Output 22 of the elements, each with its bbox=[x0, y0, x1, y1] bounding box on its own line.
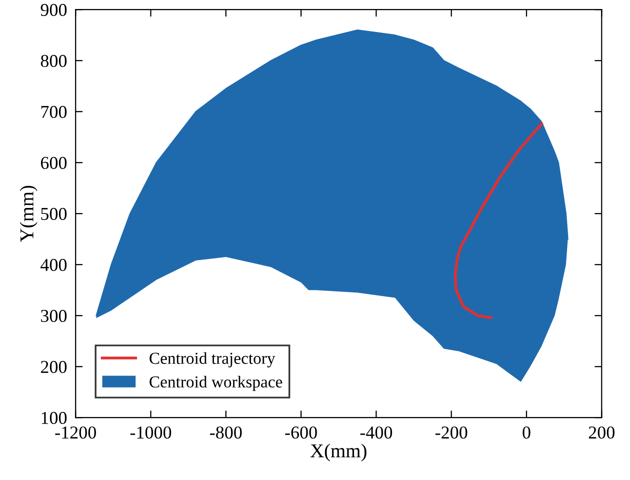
legend-label: Centroid workspace bbox=[150, 376, 282, 391]
y-tick-label: 100 bbox=[42, 412, 67, 424]
y-tick-label: 600 bbox=[40, 156, 67, 170]
y-tick-label: 200 bbox=[40, 360, 67, 374]
y-tick-label: 500 bbox=[41, 208, 67, 220]
y-tick-label: 400 bbox=[40, 258, 67, 272]
x-tick-label: -400 bbox=[360, 426, 392, 439]
x-tick-label: -200 bbox=[435, 426, 468, 439]
y-tick-label: 700 bbox=[41, 106, 67, 118]
y-axis-title: Y(mm) bbox=[20, 186, 38, 242]
x-tick-label: -600 bbox=[285, 426, 317, 439]
x-tick-label: -1200 bbox=[55, 426, 96, 439]
y-tick-label: 800 bbox=[40, 54, 67, 68]
x-tick-label: 0 bbox=[522, 426, 530, 439]
x-tick-label: 200 bbox=[588, 426, 615, 439]
y-tick-label: 300 bbox=[41, 310, 67, 322]
legend-label: Centroid trajectory bbox=[150, 352, 276, 368]
y-tick-label: 900 bbox=[40, 4, 67, 16]
x-axis-title: X(mm) bbox=[310, 444, 366, 462]
line-series bbox=[454, 122, 543, 320]
x-tick-label: -800 bbox=[210, 426, 242, 439]
x-tick-label: -1000 bbox=[130, 426, 172, 439]
